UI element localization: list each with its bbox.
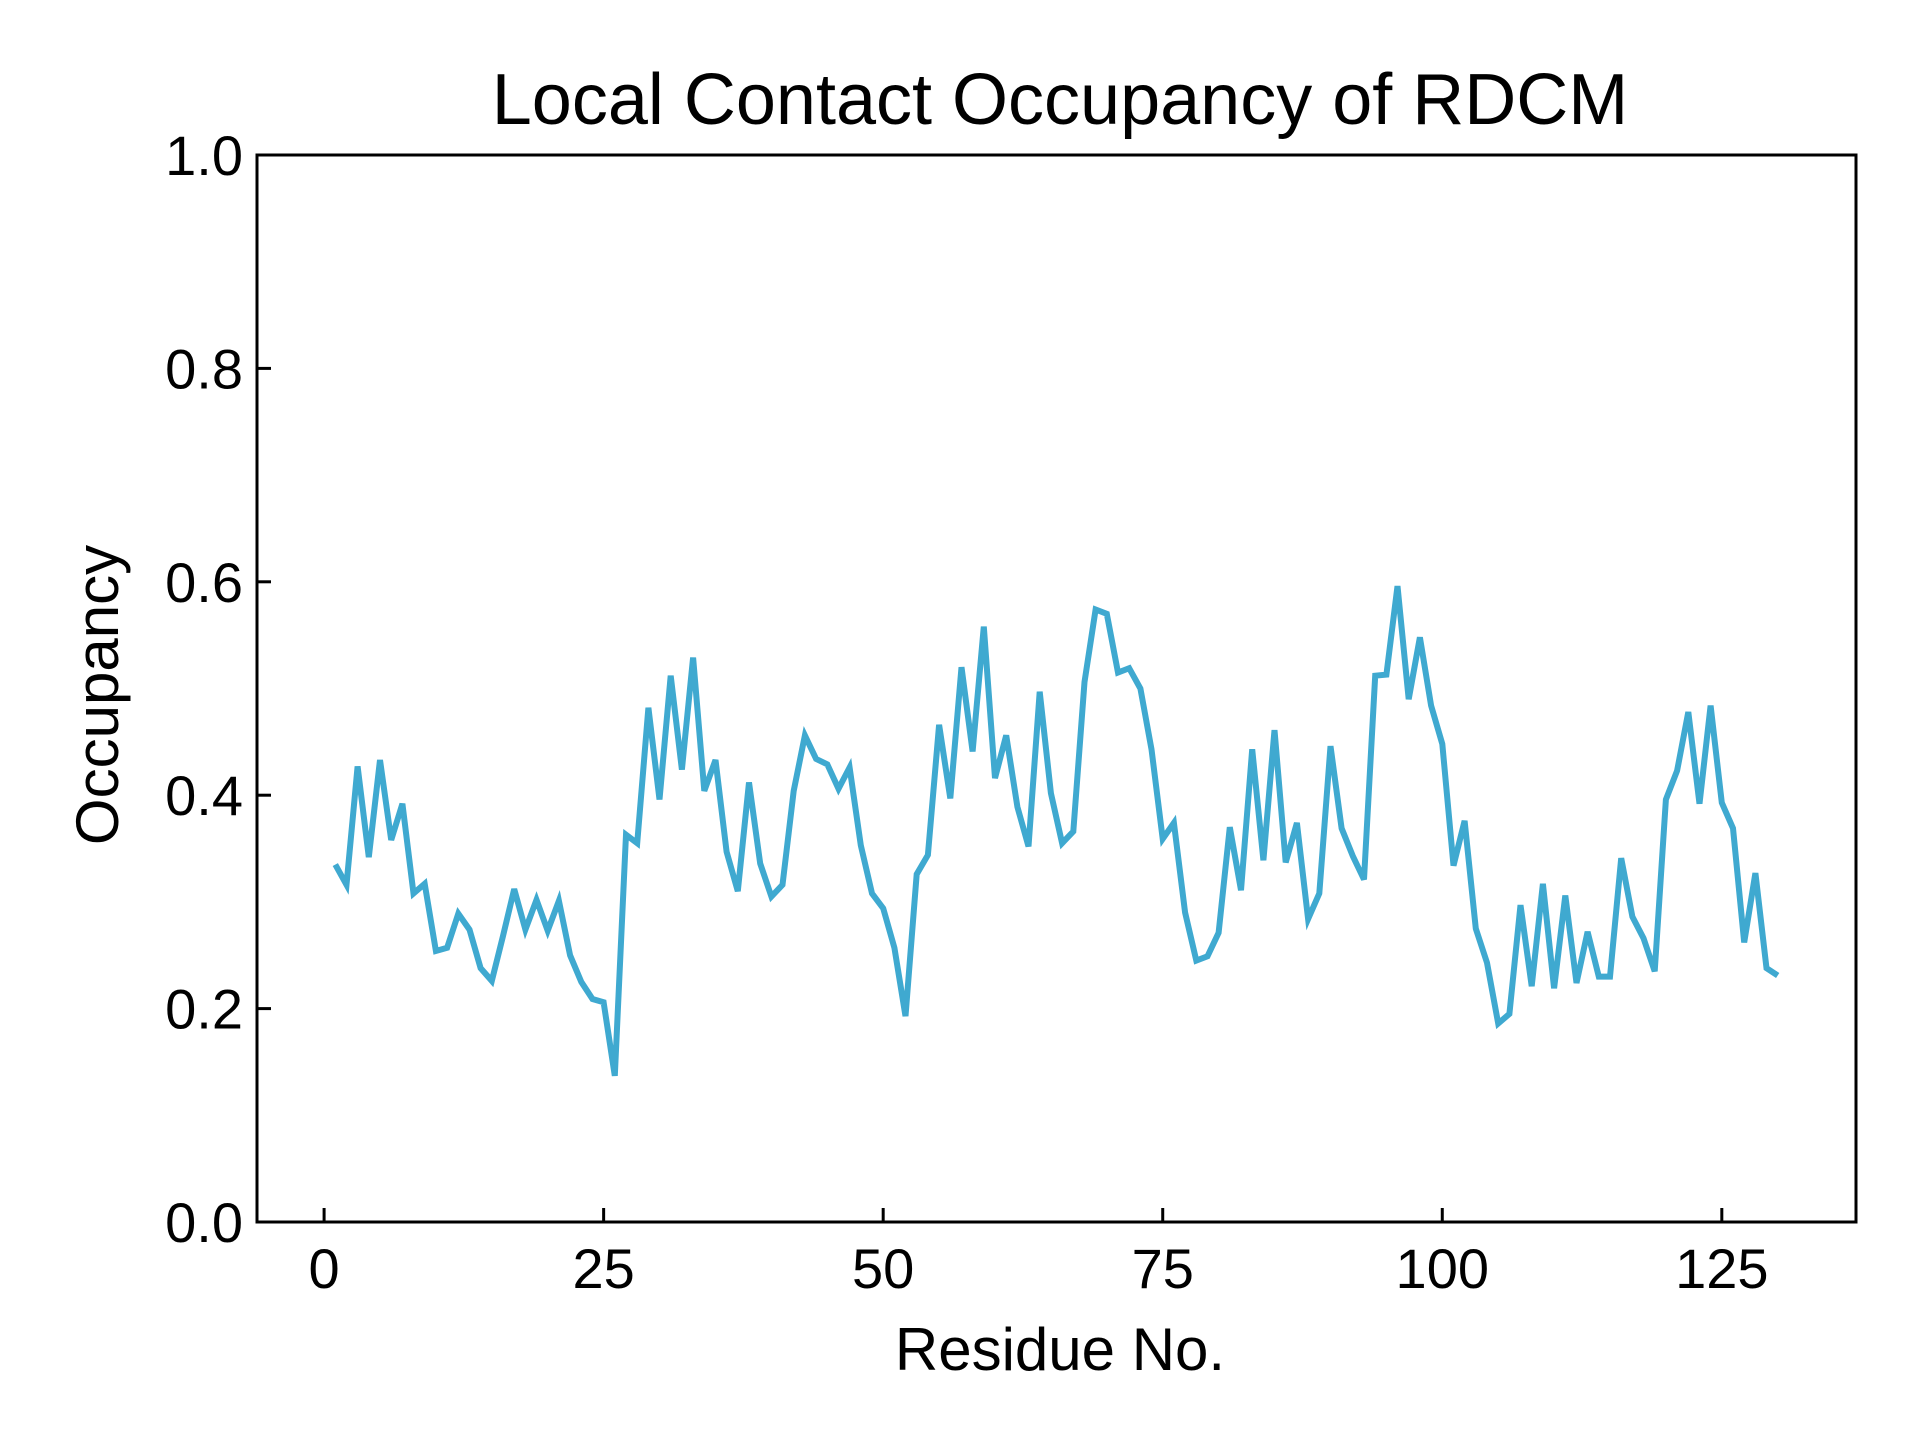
y-axis-label: Occupancy [64, 545, 131, 845]
x-axis: 0 25 50 75 100 125 [309, 1208, 1769, 1300]
x-axis-label: Residue No. [895, 1316, 1225, 1383]
x-tick-label: 50 [852, 1237, 914, 1300]
chart-title: Local Contact Occupancy of RDCM [492, 60, 1628, 140]
x-tick-label: 25 [572, 1237, 634, 1300]
x-tick-label: 0 [309, 1237, 340, 1300]
y-axis: 0.0 0.2 0.4 0.6 0.8 1.0 [165, 124, 271, 1254]
y-tick-label: 1.0 [165, 124, 243, 187]
x-tick-label: 125 [1675, 1237, 1768, 1300]
y-tick-label: 0.4 [165, 764, 243, 827]
y-tick-label: 0.2 [165, 978, 243, 1041]
x-tick-label: 100 [1396, 1237, 1489, 1300]
series-line [332, 585, 1780, 1077]
y-tick-label: 0.8 [165, 337, 243, 400]
plot-frame [255, 153, 1858, 1224]
y-tick-label: 0.6 [165, 551, 243, 614]
y-tick-label: 0.0 [165, 1191, 243, 1254]
x-tick-label: 75 [1132, 1237, 1194, 1300]
